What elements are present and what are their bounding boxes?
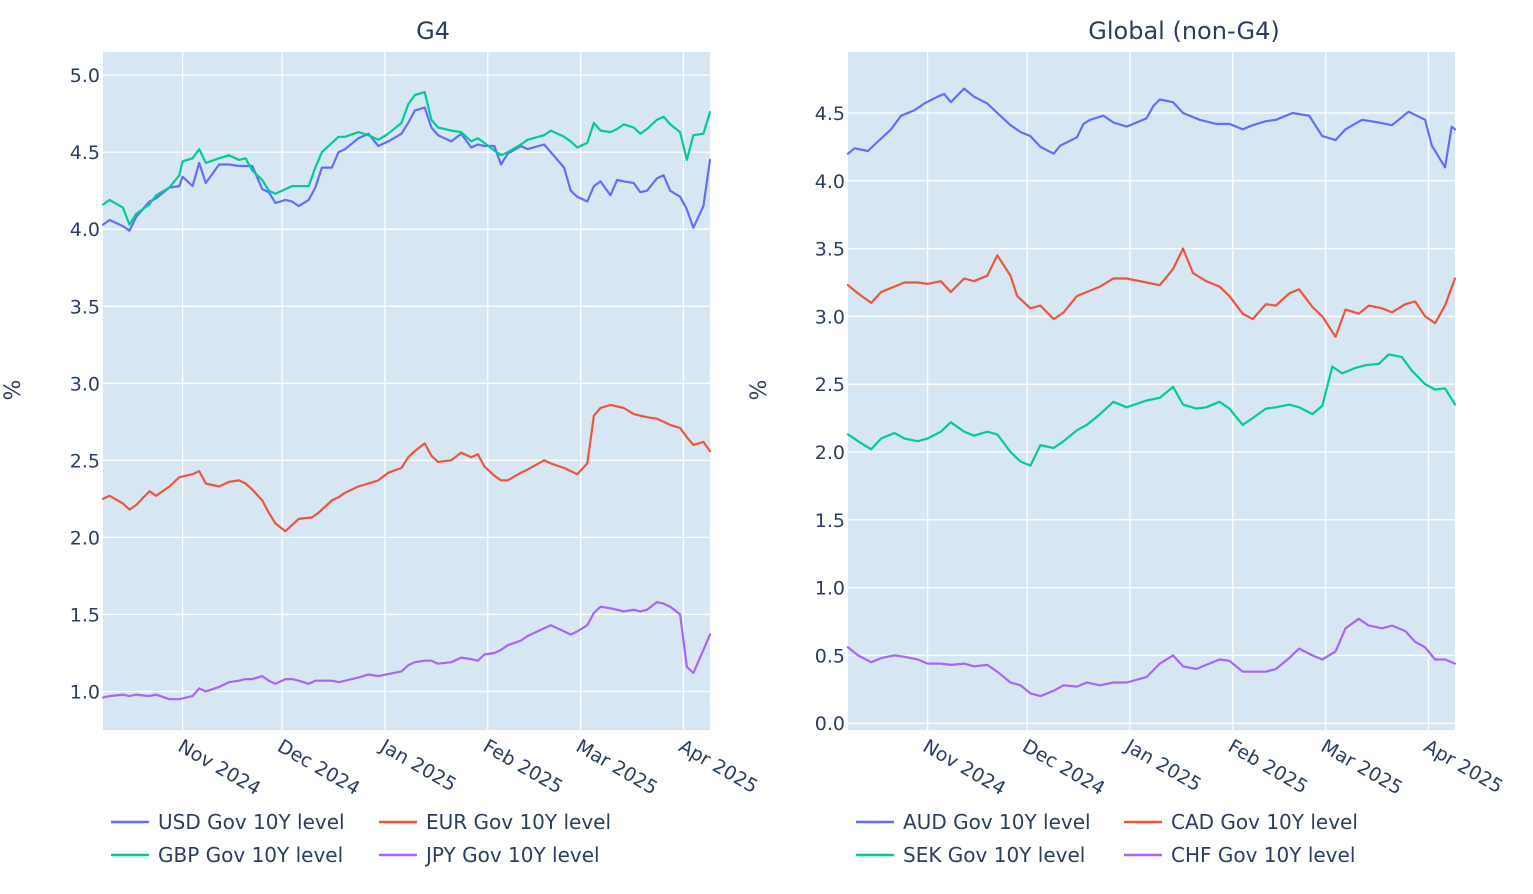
x-tick-label: Feb 2025: [1224, 735, 1311, 798]
y-tick-label: 0.0: [815, 713, 845, 735]
x-tick-label: Nov 2024: [919, 735, 1009, 800]
series-line-usd: [101, 106, 712, 232]
legend-item[interactable]: AUD Gov 10Y level: [856, 810, 1091, 834]
chart-title: G4: [416, 17, 450, 45]
y-tick-label: 4.5: [815, 103, 845, 125]
legend-label: JPY Gov 10Y level: [424, 843, 600, 867]
y-tick-label: 0.5: [815, 645, 845, 667]
chart-title: Global (non-G4): [1088, 17, 1279, 45]
chart-1: 1.0 1.5 2.0 2.5 3.0 3.5 4.0 4.5 5.0 Nov 2024 Dec 2…: [1, 17, 762, 867]
x-tick-label: Apr 2025: [675, 735, 762, 798]
legend: AUD Gov 10Y level CAD Gov 10Y level SEK Go…: [856, 810, 1358, 867]
legend-label: USD Gov 10Y level: [158, 810, 345, 834]
plot-area: [103, 52, 710, 730]
y-axis-label: %: [1, 380, 26, 401]
series-line-chf: [846, 617, 1457, 698]
legend-item[interactable]: EUR Gov 10Y level: [379, 810, 611, 834]
y-tick-label: 1.5: [815, 510, 845, 532]
series-line-sek: [846, 353, 1457, 467]
legend-label: EUR Gov 10Y level: [426, 810, 611, 834]
legend-item[interactable]: JPY Gov 10Y level: [379, 843, 600, 867]
x-tick-label: Apr 2025: [1420, 735, 1507, 798]
x-tick-label: Dec 2024: [1019, 735, 1109, 800]
y-tick-label: 1.0: [70, 681, 100, 703]
legend-label: SEK Gov 10Y level: [903, 843, 1085, 867]
y-tick-label: 3.5: [70, 296, 100, 318]
chart-2: 0.0 0.5 1.0 1.5 2.0 2.5 3.0 3.5 4.0 4.5 Nov 2024 De…: [747, 17, 1507, 867]
plot-area: [848, 52, 1455, 730]
legend-item[interactable]: SEK Gov 10Y level: [856, 843, 1085, 867]
x-tick-label: Jan 2025: [1121, 735, 1205, 796]
series-line-cad: [846, 247, 1457, 338]
legend-label: CHF Gov 10Y level: [1171, 843, 1355, 867]
x-tick-label: Mar 2025: [1317, 735, 1406, 799]
series-line-gbp: [101, 91, 712, 226]
y-tick-label: 2.5: [815, 374, 845, 396]
y-tick-label: 4.5: [70, 142, 100, 164]
x-tick-label: Jan 2025: [376, 735, 460, 796]
y-tick-label: 4.0: [815, 171, 845, 193]
x-tick-label: Dec 2024: [274, 735, 364, 800]
legend-item[interactable]: USD Gov 10Y level: [111, 810, 345, 834]
legend-label: AUD Gov 10Y level: [903, 810, 1091, 834]
y-tick-label: 1.0: [815, 578, 845, 600]
x-tick-label: Mar 2025: [572, 735, 661, 799]
x-tick-label: Nov 2024: [174, 735, 264, 800]
y-tick-label: 3.0: [70, 373, 100, 395]
x-tick-label: Feb 2025: [479, 735, 566, 798]
series-line-jpy: [101, 601, 712, 701]
y-tick-label: 2.0: [70, 527, 100, 549]
y-tick-label: 1.5: [70, 604, 100, 626]
legend-item[interactable]: CAD Gov 10Y level: [1124, 810, 1358, 834]
legend-item[interactable]: GBP Gov 10Y level: [111, 843, 343, 867]
series-line-aud: [846, 87, 1457, 169]
y-tick-label: 2.0: [815, 442, 845, 464]
legend-item[interactable]: CHF Gov 10Y level: [1124, 843, 1355, 867]
y-tick-label: 5.0: [70, 65, 100, 87]
legend: USD Gov 10Y level EUR Gov 10Y level GBP Go…: [111, 810, 611, 867]
legend-label: CAD Gov 10Y level: [1171, 810, 1358, 834]
y-tick-label: 3.0: [815, 306, 845, 328]
y-tick-label: 3.5: [815, 239, 845, 261]
y-axis-label: %: [747, 380, 772, 401]
y-tick-label: 4.0: [70, 219, 100, 241]
y-tick-label: 2.5: [70, 450, 100, 472]
legend-label: GBP Gov 10Y level: [158, 843, 343, 867]
series-line-eur: [101, 403, 712, 533]
